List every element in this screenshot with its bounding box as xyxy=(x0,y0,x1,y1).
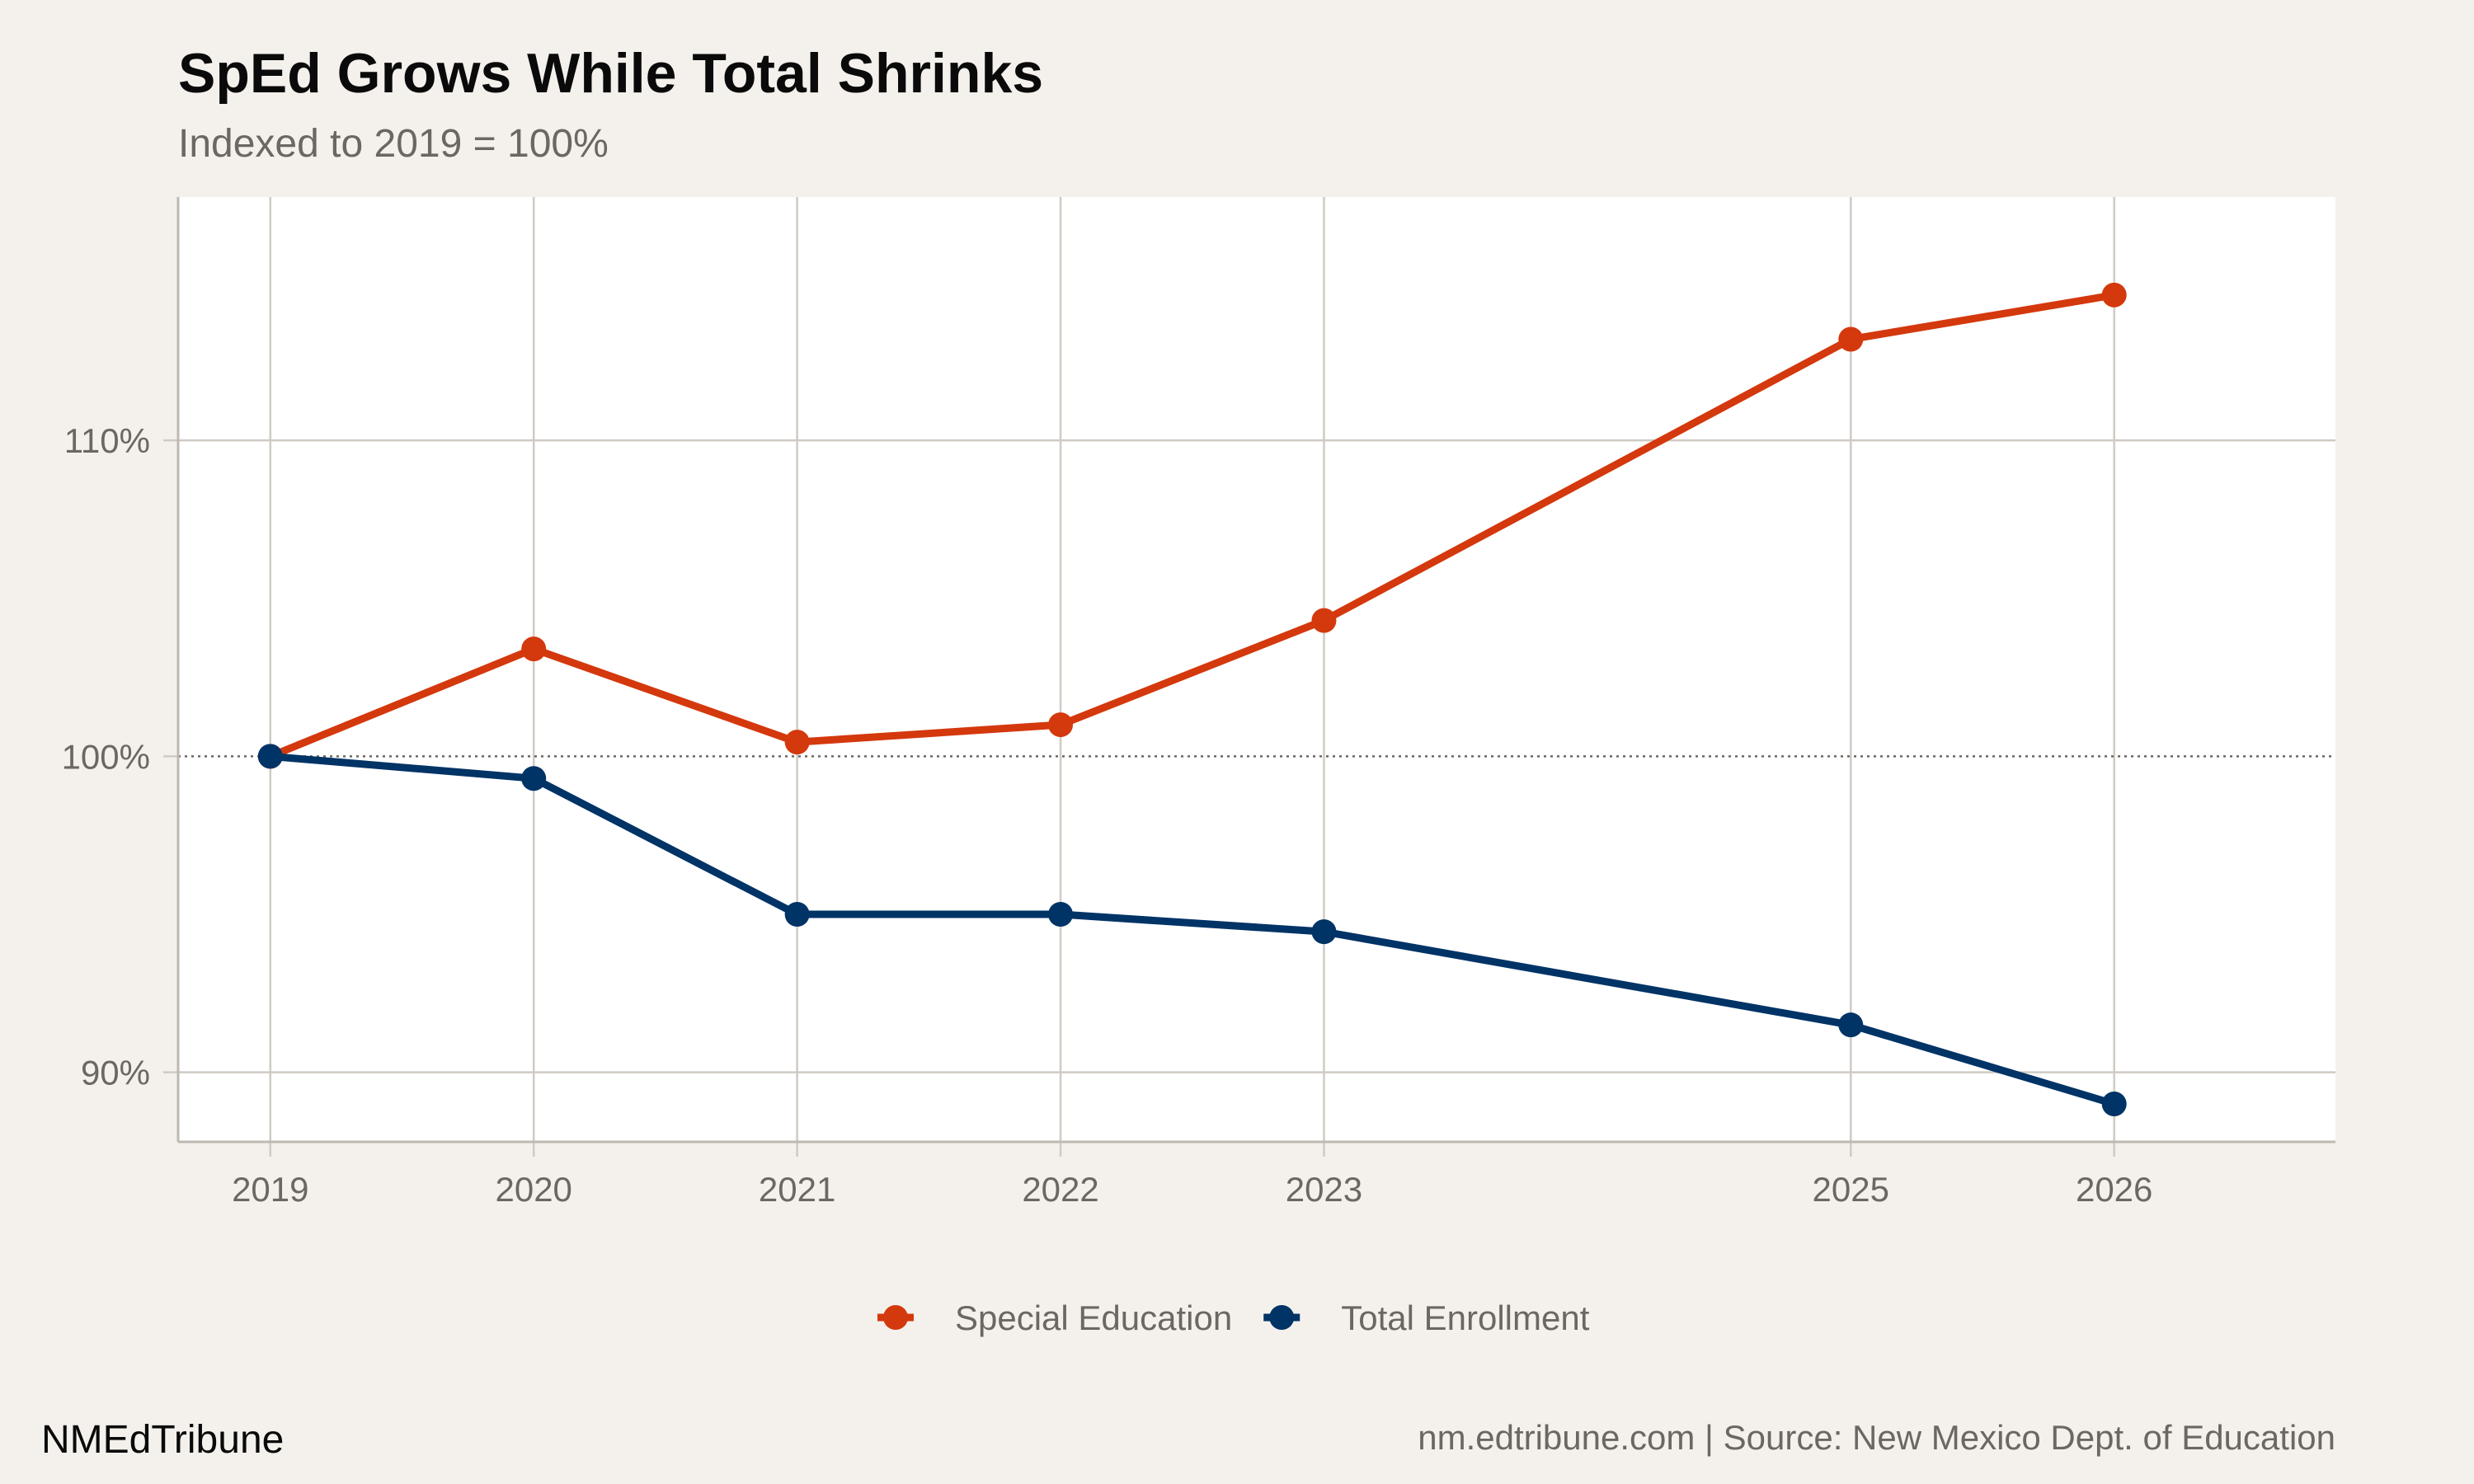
special-education-point xyxy=(1311,608,1337,633)
total-enrollment-point xyxy=(2101,1092,2127,1117)
special-education-point xyxy=(521,636,547,662)
legend-label-total-enrollment: Total Enrollment xyxy=(1341,1298,1589,1337)
special-education-point xyxy=(784,730,810,755)
total-enrollment-point xyxy=(1311,919,1337,945)
chart-title: SpEd Grows While Total Shrinks xyxy=(178,42,1043,105)
special-education-point xyxy=(1838,326,1864,352)
source-caption: nm.edtribune.com | Source: New Mexico De… xyxy=(1418,1418,2335,1457)
x-tick-label: 2025 xyxy=(1813,1170,1889,1209)
x-tick-label: 2026 xyxy=(2076,1170,2152,1209)
x-tick-label: 2020 xyxy=(495,1170,571,1209)
special-education-point xyxy=(1048,712,1074,738)
brand-logo-text: NMEdTribune xyxy=(41,1418,284,1462)
x-tick-label: 2021 xyxy=(759,1170,835,1209)
total-enrollment-point xyxy=(784,902,810,928)
y-tick-label: 100% xyxy=(62,737,150,776)
chart-subtitle: Indexed to 2019 = 100% xyxy=(178,122,609,166)
legend-marker-total-enrollment xyxy=(1269,1305,1295,1330)
x-tick-label: 2023 xyxy=(1286,1170,1362,1209)
gridlines xyxy=(178,197,2335,1142)
axes: 2019 2020 2021 2022 2023 2025 2026 90% 100% 110% xyxy=(62,197,2335,1209)
x-tick-label: 2022 xyxy=(1022,1170,1098,1209)
total-enrollment-point xyxy=(257,744,283,769)
legend-label-special-education: Special Education xyxy=(955,1298,1232,1337)
legend-marker-special-education xyxy=(883,1305,908,1330)
total-enrollment-point xyxy=(521,766,547,791)
total-enrollment-point xyxy=(1838,1012,1864,1038)
series-group xyxy=(257,282,2127,1117)
special-education-point xyxy=(2101,282,2127,308)
total-enrollment-point xyxy=(1048,902,1074,928)
y-tick-label: 110% xyxy=(64,421,150,460)
x-tick-label: 2019 xyxy=(232,1170,308,1209)
y-tick-label: 90% xyxy=(81,1054,150,1092)
legend: Special Education Total Enrollment xyxy=(877,1298,1590,1337)
plot-panel xyxy=(178,197,2335,1142)
